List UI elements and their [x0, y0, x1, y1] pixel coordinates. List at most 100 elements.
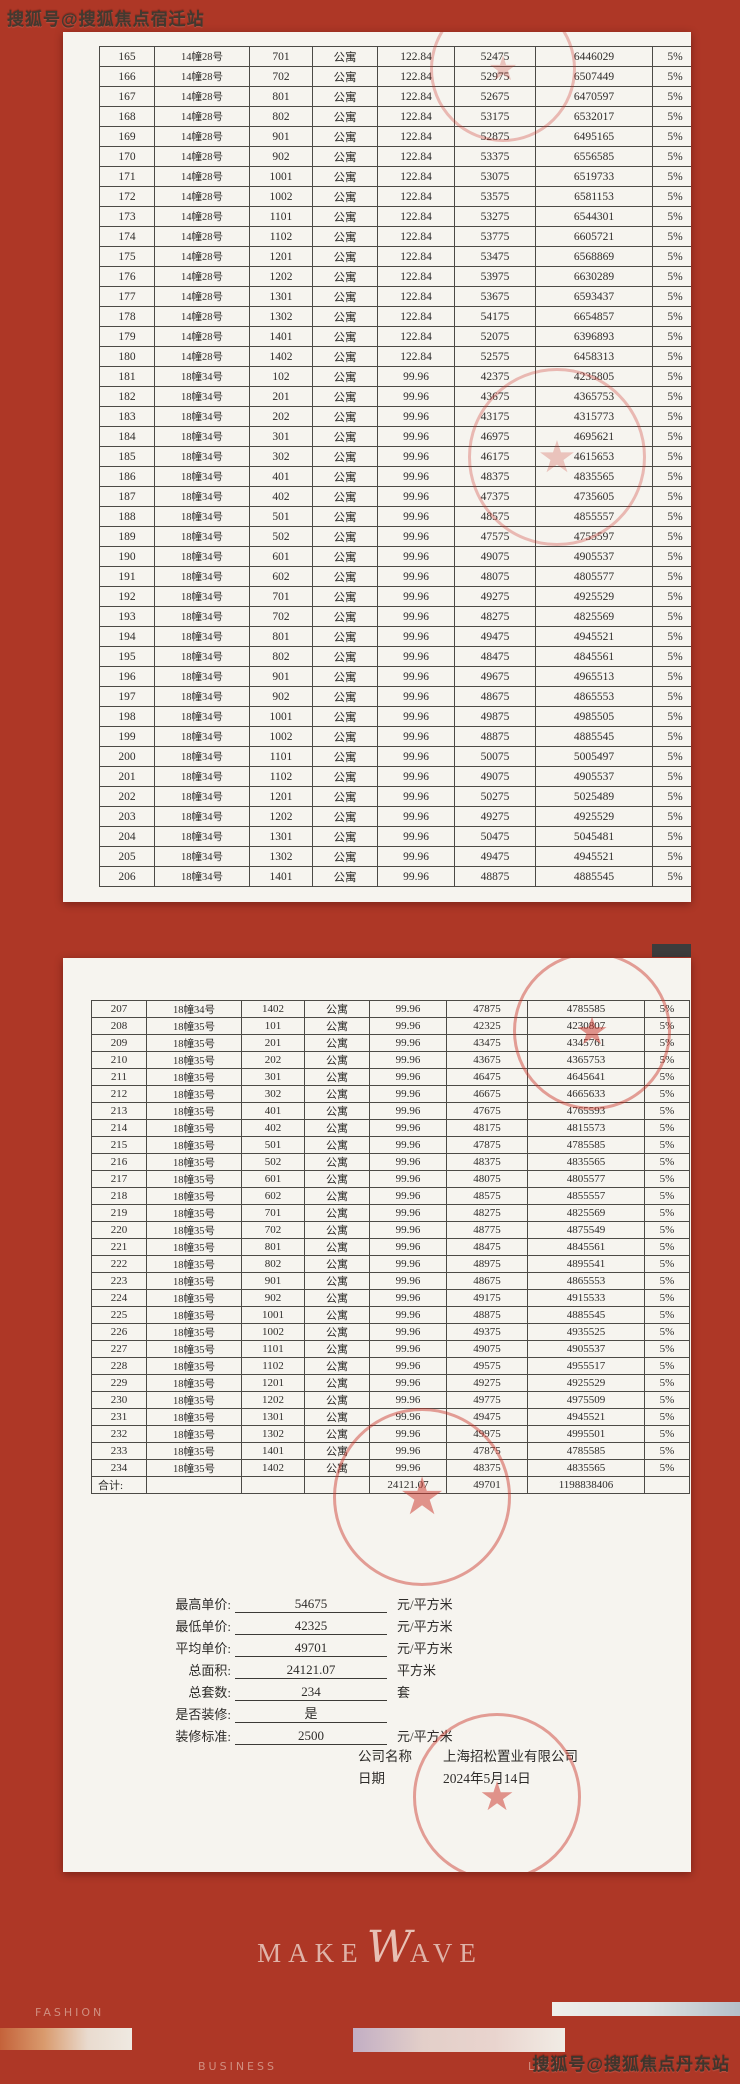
table-cell: 5045481 [535, 826, 653, 847]
table-cell: 18幢35号 [146, 1170, 242, 1188]
table-cell: 4805577 [535, 566, 653, 587]
table-cell: 215 [91, 1136, 147, 1154]
table-cell: 5% [652, 286, 691, 307]
table-cell: 5% [652, 126, 691, 147]
table-cell: 18幢35号 [146, 1102, 242, 1120]
table-cell: 6519733 [535, 166, 653, 187]
table-cell: 18幢35号 [146, 1272, 242, 1290]
table-row: 214 18幢35号 402 公寓 99.96 48175 4815573 5% [91, 1119, 690, 1137]
table-cell: 4925529 [535, 586, 653, 607]
table-cell: 5% [644, 1374, 690, 1392]
table-cell: 190 [99, 546, 155, 567]
table-cell: 14幢28号 [154, 146, 250, 167]
table-cell: 14幢28号 [154, 66, 250, 87]
table-cell: 4875549 [527, 1221, 645, 1239]
table-cell: 1202 [249, 266, 313, 287]
table-cell: 1302 [249, 846, 313, 867]
table-cell: 213 [91, 1102, 147, 1120]
table-cell [241, 1476, 305, 1494]
table-cell: 197 [99, 686, 155, 707]
table-cell: 99.96 [369, 1085, 447, 1103]
table-cell: 99.96 [369, 1136, 447, 1154]
table-cell: 5% [644, 1425, 690, 1443]
scanned-price-sheet-page2[interactable]: 207 18幢34号 1402 公寓 99.96 47875 4785585 5% 208 18幢… [63, 958, 691, 1872]
table-row: 176 14幢28号 1202 公寓 122.84 53975 6630289 5% [99, 266, 691, 287]
table-cell: 合计: [91, 1476, 147, 1494]
summary-label: 最低单价: [175, 1619, 231, 1634]
table-cell: 5% [652, 466, 691, 487]
table-cell: 5% [644, 1238, 690, 1256]
table-cell: 5% [652, 46, 691, 67]
summary-value: 24121.07 [235, 1662, 387, 1679]
scanned-price-sheet-page1[interactable]: 165 14幢28号 701 公寓 122.84 52475 6446029 5% 166 14幢… [63, 32, 691, 902]
table-cell: 18幢34号 [154, 686, 250, 707]
table-cell: 48875 [446, 1306, 528, 1324]
table-cell: 5% [652, 506, 691, 527]
table-cell: 1401 [249, 866, 313, 887]
table-cell: 5% [652, 566, 691, 587]
table-cell: 4865553 [535, 686, 653, 707]
summary-block: 最高单价: 54675 元/平方米 最低单价: 42325 元/平方米 平均单价: 49701… [63, 1591, 691, 1745]
table-row: 201 18幢34号 1102 公寓 99.96 49075 4905537 5% [99, 766, 691, 787]
table-cell: 6495165 [535, 126, 653, 147]
table-cell: 49775 [446, 1391, 528, 1409]
summary-unit: 元/平方米 [397, 1619, 453, 1634]
summary-unit: 元/平方米 [397, 1597, 453, 1612]
table-cell: 183 [99, 406, 155, 427]
table-cell: 1001 [249, 166, 313, 187]
table-cell: 18幢34号 [154, 406, 250, 427]
table-cell: 225 [91, 1306, 147, 1324]
table-cell: 5% [644, 1102, 690, 1120]
table-cell: 168 [99, 106, 155, 127]
table-cell: 4805577 [527, 1170, 645, 1188]
table-cell: 1402 [241, 1459, 305, 1477]
table-cell: 179 [99, 326, 155, 347]
summary-label: 平均单价: [175, 1641, 231, 1656]
red-seal-stamp [468, 368, 646, 546]
table-cell: 801 [241, 1238, 305, 1256]
table-cell: 5% [652, 766, 691, 787]
table-row: 178 14幢28号 1302 公寓 122.84 54175 6654857 5% [99, 306, 691, 327]
table-cell: 165 [99, 46, 155, 67]
table-cell: 122.84 [377, 146, 455, 167]
table-cell: 4885545 [535, 726, 653, 747]
table-cell: 177 [99, 286, 155, 307]
table-row: 227 18幢35号 1101 公寓 99.96 49075 4905537 5% [91, 1340, 690, 1358]
table-cell: 5% [652, 146, 691, 167]
table-row: 199 18幢34号 1002 公寓 99.96 48875 4885545 5% [99, 726, 691, 747]
table-cell: 99.96 [369, 1374, 447, 1392]
table-cell: 99.96 [377, 606, 455, 627]
table-cell: 18幢35号 [146, 1357, 242, 1375]
table-row: 179 14幢28号 1401 公寓 122.84 52075 6396893 5% [99, 326, 691, 347]
table-cell: 99.96 [377, 686, 455, 707]
table-cell: 14幢28号 [154, 186, 250, 207]
table-cell: 99.96 [369, 1238, 447, 1256]
table-cell: 401 [241, 1102, 305, 1120]
table-cell: 4995501 [527, 1425, 645, 1443]
table-cell: 4985505 [535, 706, 653, 727]
table-cell: 5% [652, 666, 691, 687]
table-cell: 14幢28号 [154, 226, 250, 247]
summary-unit: 平方米 [397, 1663, 437, 1678]
table-cell: 49075 [454, 546, 536, 567]
table-cell: 18幢34号 [154, 526, 250, 547]
table-cell: 48875 [454, 726, 536, 747]
table-cell: 1102 [241, 1357, 305, 1375]
table-cell: 18幢34号 [154, 566, 250, 587]
table-cell: 14幢28号 [154, 286, 250, 307]
table-cell: 5% [644, 1221, 690, 1239]
table-cell: 54175 [454, 306, 536, 327]
table-row: 216 18幢35号 502 公寓 99.96 48375 4835565 5% [91, 1153, 690, 1171]
table-cell: 18幢35号 [146, 1340, 242, 1358]
table-cell: 18幢35号 [146, 1153, 242, 1171]
table-cell: 1101 [249, 206, 313, 227]
table-cell: 801 [249, 626, 313, 647]
table-cell: 5% [652, 806, 691, 827]
table-cell: 5% [652, 366, 691, 387]
table-cell: 公寓 [312, 326, 378, 347]
table-cell: 18幢34号 [154, 766, 250, 787]
table-cell: 201 [241, 1034, 305, 1052]
table-cell: 122.84 [377, 266, 455, 287]
table-cell: 198 [99, 706, 155, 727]
table-cell: 99.96 [377, 566, 455, 587]
